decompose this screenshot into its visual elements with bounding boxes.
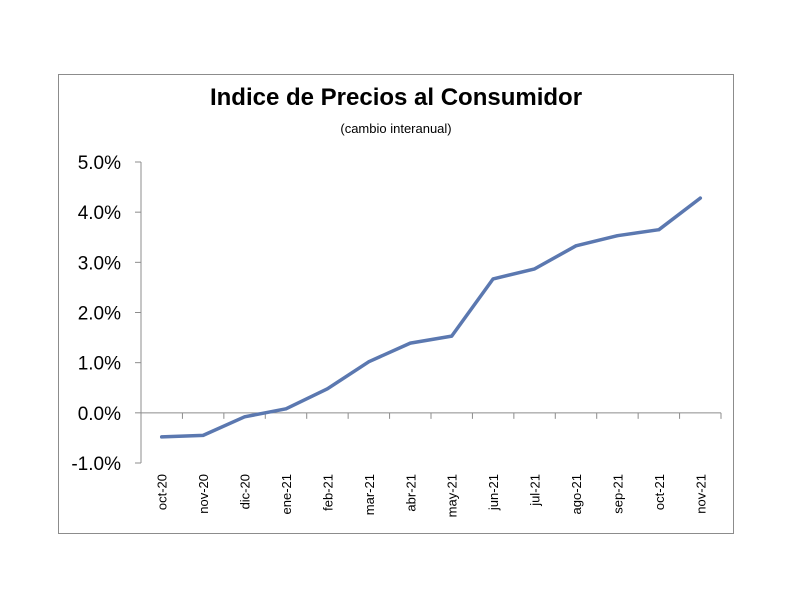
chart-subtitle: (cambio interanual) xyxy=(340,121,452,136)
x-tick-label: nov-20 xyxy=(196,474,211,514)
x-tick-label: dic-20 xyxy=(238,474,253,509)
x-tick-label: oct-20 xyxy=(155,474,170,510)
x-tick-label: may-21 xyxy=(445,474,460,517)
data-point xyxy=(615,234,619,238)
y-tick-label: 2.0% xyxy=(78,304,121,325)
data-point xyxy=(408,341,412,345)
data-point xyxy=(491,277,495,281)
y-tick-label: 1.0% xyxy=(78,354,121,375)
x-tick-label: abr-21 xyxy=(403,474,418,512)
data-point xyxy=(243,415,247,419)
data-point xyxy=(284,407,288,411)
x-tick-label: feb-21 xyxy=(320,474,335,511)
data-point xyxy=(698,196,702,200)
y-tick-labels: -1.0% 0.0% 1.0% 2.0% 3.0% 4.0% 5.0% xyxy=(71,153,121,475)
series-line xyxy=(159,196,703,439)
y-tick-label: -1.0% xyxy=(71,454,121,475)
series-group xyxy=(159,196,703,439)
axes xyxy=(135,161,722,464)
data-point xyxy=(367,360,371,364)
y-tick-label: 3.0% xyxy=(78,253,121,274)
x-tick-label: ago-21 xyxy=(569,474,584,514)
y-tick-label: 5.0% xyxy=(78,153,121,174)
data-point xyxy=(574,244,578,248)
y-tick-label: 0.0% xyxy=(78,404,121,425)
data-point xyxy=(201,433,205,437)
x-tick-label: nov-21 xyxy=(693,474,708,514)
data-point xyxy=(325,387,329,391)
x-tick-label: jul-21 xyxy=(528,474,543,507)
x-tick-label: mar-21 xyxy=(362,474,377,515)
data-point xyxy=(657,228,661,232)
data-point xyxy=(160,435,164,439)
data-point xyxy=(533,267,537,271)
data-point xyxy=(450,334,454,338)
x-tick-label: jun-21 xyxy=(486,474,501,511)
x-tick-label: sep-21 xyxy=(610,474,625,514)
chart-title: Indice de Precios al Consumidor xyxy=(209,84,583,111)
x-tick-label: ene-21 xyxy=(279,474,294,514)
x-tick-label: oct-21 xyxy=(652,474,667,510)
chart-frame xyxy=(58,74,734,534)
y-tick-label: 4.0% xyxy=(78,203,121,224)
x-tick-labels: oct-20 nov-20 dic-20 ene-21 feb-21 mar-21 abr-… xyxy=(155,474,709,517)
